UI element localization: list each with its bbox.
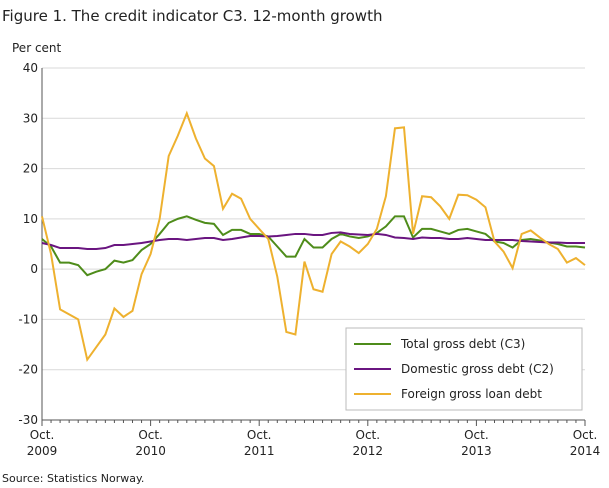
- y-tick-label: 30: [23, 111, 38, 125]
- x-tick-label: Oct. 2013: [461, 428, 492, 458]
- legend-label: Foreign gross loan debt: [401, 387, 542, 401]
- y-tick-label: 40: [23, 61, 38, 75]
- y-tick-label: -20: [18, 363, 38, 377]
- x-tick-label: Oct. 2011: [244, 428, 275, 458]
- data-line: [41, 110, 586, 363]
- legend-label: Domestic gross debt (C2): [401, 362, 554, 376]
- y-tick-label: 20: [23, 162, 38, 176]
- x-tick-label: Oct. 2009: [27, 428, 58, 458]
- chart-title: Figure 1. The credit indicator C3. 12-mo…: [2, 7, 382, 25]
- x-tick-label: Oct. 2014: [570, 428, 601, 458]
- y-tick-label: -30: [18, 413, 38, 427]
- legend-label: Total gross debt (C3): [400, 337, 525, 351]
- y-tick-label: 0: [30, 262, 38, 276]
- source-note: Source: Statistics Norway.: [2, 472, 144, 485]
- x-tick-label: Oct. 2012: [353, 428, 384, 458]
- y-tick-label: 10: [23, 212, 38, 226]
- y-axis-label: Per cent: [12, 41, 62, 55]
- x-tick-label: Oct. 2010: [135, 428, 166, 458]
- y-tick-label: -10: [18, 312, 38, 326]
